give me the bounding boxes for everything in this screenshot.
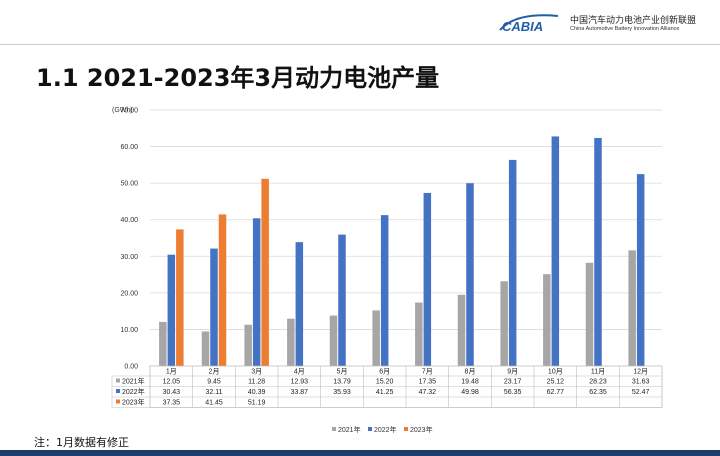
cabia-logo-icon: CABIA xyxy=(499,14,559,34)
bar-2021年-10月 xyxy=(543,274,551,366)
bar-2023年-3月 xyxy=(261,178,269,366)
legend-swatch xyxy=(404,427,408,431)
y-tick-label: 50.00 xyxy=(120,181,138,188)
table-legend-key xyxy=(116,378,120,383)
table-legend-key xyxy=(116,399,120,404)
logo-text: CABIA xyxy=(502,19,543,34)
bar-2021年-1月 xyxy=(159,321,167,366)
bar-2021年-5月 xyxy=(329,315,338,366)
table-series-name: 2022年 xyxy=(122,387,145,396)
footer-bar xyxy=(0,450,720,456)
y-tick-label: 40.00 xyxy=(120,217,138,224)
x-tick-label: 10月 xyxy=(548,368,563,376)
data-label: 32.11 xyxy=(206,389,223,396)
bar-2021年-11月 xyxy=(585,262,594,366)
bar-2022年-1月 xyxy=(167,254,176,366)
x-tick-label: 6月 xyxy=(379,368,390,376)
data-label: 15.20 xyxy=(376,379,394,386)
page-title: 1.1 2021-2023年3月动力电池产量 xyxy=(36,64,440,92)
x-tick-label: 4月 xyxy=(294,368,305,376)
bar-2021年-9月 xyxy=(500,281,508,366)
bar-2022年-9月 xyxy=(508,159,517,366)
bar-2023年-2月 xyxy=(218,214,227,366)
footnote: 注：1月数据有修正 xyxy=(34,436,129,449)
legend-label: 2021年 xyxy=(338,425,361,434)
data-label: 37.35 xyxy=(163,400,181,407)
data-label: 56.35 xyxy=(504,389,522,396)
data-label: 35.93 xyxy=(333,389,351,396)
org-name-cn: 中国汽车动力电池产业创新联盟 xyxy=(570,16,697,26)
bar-2022年-10月 xyxy=(551,136,560,366)
data-label: 49.98 xyxy=(461,389,479,396)
x-tick-label: 5月 xyxy=(337,368,348,376)
data-label: 33.87 xyxy=(291,389,309,396)
bar-2022年-4月 xyxy=(295,242,304,366)
table-series-name: 2023年 xyxy=(122,398,145,407)
legend-label: 2023年 xyxy=(410,425,433,434)
bar-2022年-3月 xyxy=(252,218,261,366)
data-label: 41.45 xyxy=(205,400,223,407)
data-label: 13.79 xyxy=(333,379,351,386)
y-tick-label: 0.00 xyxy=(124,364,138,371)
bar-2022年-7月 xyxy=(423,192,432,366)
bar-2021年-12月 xyxy=(628,250,636,366)
x-tick-label: 3月 xyxy=(251,368,262,376)
data-label: 12.05 xyxy=(163,379,181,386)
bar-2022年-6月 xyxy=(380,215,389,366)
data-label: 19.48 xyxy=(461,379,479,386)
x-tick-label: 8月 xyxy=(465,368,476,376)
data-label: 17.35 xyxy=(419,379,437,386)
y-tick-label: 20.00 xyxy=(120,290,138,297)
data-label: 23.17 xyxy=(504,379,522,386)
data-label: 12.93 xyxy=(291,379,309,386)
legend-swatch xyxy=(368,427,372,431)
data-label: 51.19 xyxy=(248,400,266,407)
x-tick-label: 1月 xyxy=(166,368,177,376)
y-tick-label: 10.00 xyxy=(120,327,138,334)
x-tick-label: 12月 xyxy=(633,368,648,376)
data-label: 9.45 xyxy=(207,379,221,386)
bar-2021年-8月 xyxy=(457,294,466,366)
data-label: 52.47 xyxy=(632,389,650,396)
y-tick-label: 30.00 xyxy=(120,254,138,261)
data-label: 62.35 xyxy=(589,389,607,396)
y-tick-label: 60.00 xyxy=(120,144,138,151)
legend-label: 2022年 xyxy=(374,425,397,434)
data-label: 30.43 xyxy=(163,389,181,396)
bar-2022年-11月 xyxy=(594,137,602,366)
table-series-name: 2021年 xyxy=(122,377,145,386)
org-name-en: China Automotive Battery Innovation Alli… xyxy=(570,26,680,32)
bar-2022年-8月 xyxy=(466,183,474,366)
x-tick-label: 2月 xyxy=(209,368,220,376)
data-label: 47.32 xyxy=(419,389,437,396)
bar-2021年-3月 xyxy=(244,324,252,366)
x-tick-label: 9月 xyxy=(507,368,518,376)
data-label: 28.23 xyxy=(589,379,607,386)
bar-2022年-5月 xyxy=(338,234,346,366)
data-label: 11.28 xyxy=(248,379,265,386)
bar-2022年-12月 xyxy=(636,174,645,366)
x-tick-label: 11月 xyxy=(591,368,605,376)
bar-2023年-1月 xyxy=(176,229,184,366)
table-legend-key xyxy=(116,389,120,393)
bar-2021年-4月 xyxy=(287,318,295,366)
header-bar: CABIA 中国汽车动力电池产业创新联盟 China Automotive Ba… xyxy=(0,0,720,45)
bar-2021年-6月 xyxy=(372,310,380,366)
data-label: 25.12 xyxy=(547,379,565,386)
y-unit-label: (GWh) xyxy=(112,107,133,114)
data-label: 40.39 xyxy=(248,389,266,396)
data-label: 31.63 xyxy=(632,379,650,386)
data-label: 62.77 xyxy=(547,389,565,396)
bar-2021年-7月 xyxy=(415,302,423,366)
bar-2021年-2月 xyxy=(201,331,210,366)
y-tick-label: 70.00 xyxy=(120,108,138,115)
data-label: 41.25 xyxy=(376,389,394,396)
bar-2022年-2月 xyxy=(210,248,218,366)
legend-swatch xyxy=(332,427,336,431)
x-tick-label: 7月 xyxy=(422,368,433,376)
